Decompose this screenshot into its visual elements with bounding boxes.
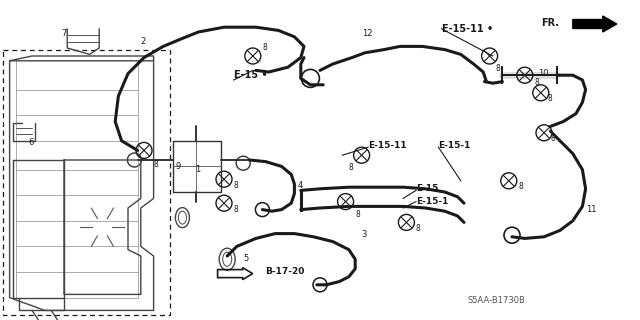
Text: 8: 8 [534, 78, 539, 87]
Text: 1: 1 [195, 165, 200, 174]
Text: 8: 8 [355, 210, 360, 219]
Text: E-15-1: E-15-1 [438, 141, 471, 150]
FancyArrow shape [573, 16, 617, 32]
Text: 8: 8 [416, 224, 420, 233]
Text: 12: 12 [362, 29, 372, 38]
Text: S5AA-B1730B: S5AA-B1730B [467, 296, 525, 305]
Text: 8: 8 [234, 205, 238, 214]
Text: E-15-1: E-15-1 [416, 197, 449, 206]
Text: 9: 9 [176, 162, 181, 171]
Text: 8: 8 [234, 181, 238, 190]
Text: 10: 10 [538, 69, 548, 78]
Text: 8: 8 [262, 43, 267, 52]
Text: 5: 5 [243, 254, 248, 263]
Text: 8: 8 [550, 134, 555, 143]
Text: E-15-11 •: E-15-11 • [442, 24, 493, 34]
Text: 8: 8 [154, 160, 158, 169]
Text: E-15-11: E-15-11 [368, 141, 406, 150]
Text: 7: 7 [61, 29, 66, 38]
Text: 8: 8 [518, 182, 523, 191]
Text: 8: 8 [349, 163, 353, 172]
Bar [3, 50, 170, 315]
Text: E-15: E-15 [416, 184, 438, 193]
Text: B-17-20: B-17-20 [266, 267, 305, 276]
Text: 2: 2 [141, 37, 146, 46]
Text: 4: 4 [298, 181, 303, 190]
Text: 11: 11 [586, 205, 596, 214]
Text: 8: 8 [547, 94, 552, 103]
Text: FR.: FR. [541, 18, 559, 28]
Text: 6: 6 [29, 138, 34, 147]
Text: E-15 •: E-15 • [234, 70, 268, 80]
Text: 3: 3 [362, 230, 367, 239]
Text: 8: 8 [496, 64, 500, 73]
